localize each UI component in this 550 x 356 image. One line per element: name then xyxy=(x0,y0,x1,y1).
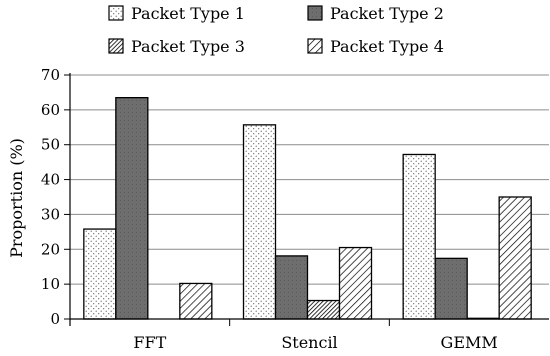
y-tick-label: 40 xyxy=(41,171,60,189)
bar-packet-type-2-fft xyxy=(115,97,149,320)
bar-packet-type-1-fft xyxy=(83,228,117,320)
legend-swatch xyxy=(108,5,124,21)
legend-item-packet-type-3: Packet Type 3 xyxy=(108,37,245,56)
legend-item-packet-type-1: Packet Type 1 xyxy=(108,4,245,23)
y-tick-label: 30 xyxy=(41,205,60,223)
bar-packet-type-2-stencil xyxy=(274,255,309,320)
y-axis-title: Proportion (%) xyxy=(7,138,26,258)
bar-packet-type-2-gemm xyxy=(434,257,468,320)
legend-item-packet-type-2: Packet Type 2 xyxy=(307,4,444,23)
legend-label: Packet Type 1 xyxy=(131,4,245,23)
y-tick-label: 70 xyxy=(41,66,60,84)
bar-packet-type-1-gemm xyxy=(402,153,436,320)
legend-item-packet-type-4: Packet Type 4 xyxy=(307,37,444,56)
bar-packet-type-4-stencil xyxy=(338,246,373,320)
bar-packet-type-3-stencil xyxy=(306,299,341,320)
category-labels: FFT Stencil GEMM xyxy=(133,333,497,352)
legend-swatch xyxy=(307,5,323,21)
y-tick-label: 50 xyxy=(41,136,60,154)
legend: Packet Type 1 Packet Type 2 Packet Type … xyxy=(108,4,444,56)
bar-packet-type-4-gemm xyxy=(498,196,532,320)
bars xyxy=(83,97,532,320)
y-tick-label: 10 xyxy=(41,275,60,293)
legend-label: Packet Type 4 xyxy=(330,37,444,56)
gridlines xyxy=(70,74,549,285)
bar-packet-type-1-stencil xyxy=(242,124,277,320)
y-tick-label: 60 xyxy=(41,101,60,119)
legend-swatch xyxy=(307,38,323,54)
x-category-label: FFT xyxy=(133,333,166,352)
y-tick-labels: 0 10 20 30 40 50 60 70 xyxy=(41,66,60,328)
axes xyxy=(64,73,549,326)
x-category-label: Stencil xyxy=(281,333,337,352)
legend-swatch xyxy=(108,38,124,54)
bar-packet-type-4-fft xyxy=(179,282,213,320)
legend-label: Packet Type 3 xyxy=(131,37,245,56)
x-category-label: GEMM xyxy=(441,333,498,352)
y-tick-label: 20 xyxy=(41,240,60,258)
y-tick-label: 0 xyxy=(50,310,60,328)
legend-label: Packet Type 2 xyxy=(330,4,444,23)
